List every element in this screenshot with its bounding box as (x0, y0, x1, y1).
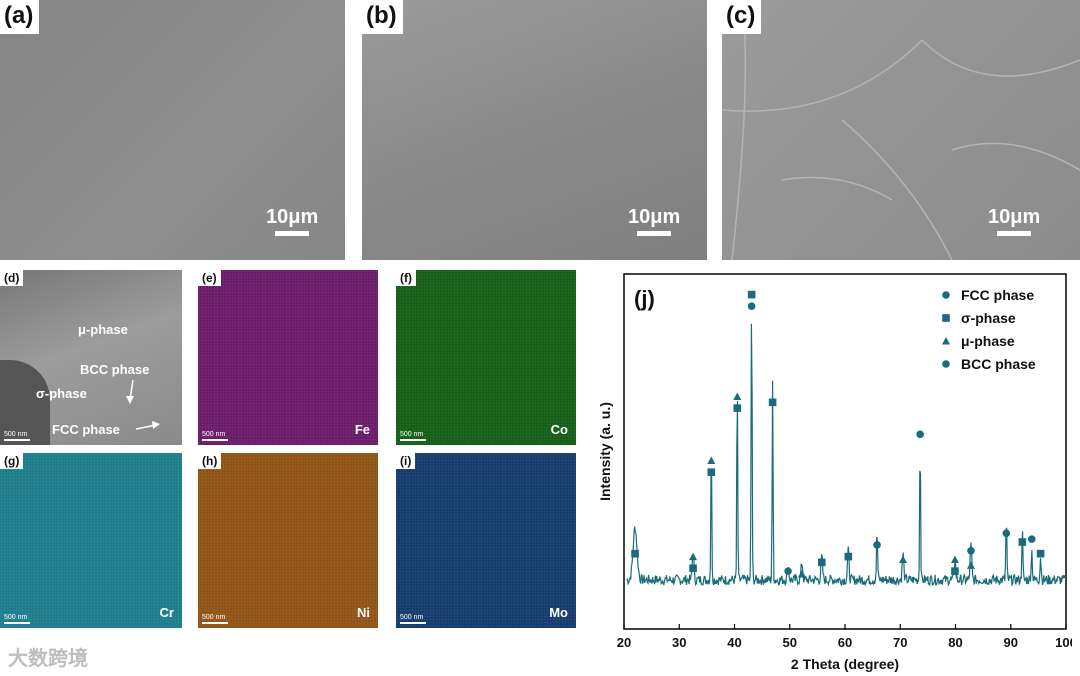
peak-marker-square-18 (951, 567, 959, 575)
scale-text-i: 500 nm (400, 614, 424, 621)
scale-bar-e: 500 nm (202, 431, 228, 441)
annotation-fcc-phase: FCC phase (52, 422, 120, 437)
peak-marker-triangle-11 (797, 570, 806, 578)
element-label-cr: Cr (159, 605, 174, 620)
x-tick-label-30: 30 (672, 635, 686, 650)
peak-marker-triangle-15 (899, 555, 908, 563)
scale-bar-b: 10μm (628, 206, 680, 236)
element-label-mo: Mo (549, 605, 568, 620)
sem-panel-c: (c) 10μm (722, 0, 1080, 260)
eds-map-mo: (i) Mo 500 nm (396, 453, 576, 628)
peak-marker-square-0 (631, 549, 639, 558)
x-tick-label-60: 60 (838, 635, 852, 650)
scale-text-b: 10μm (628, 206, 681, 228)
x-tick-label-50: 50 (783, 635, 797, 650)
legend-marker-2 (942, 337, 950, 345)
x-axis-label: 2 Theta (degree) (791, 656, 899, 672)
x-tick-label-70: 70 (893, 635, 907, 650)
peak-marker-triangle-20 (966, 561, 975, 569)
x-tick-label-40: 40 (727, 635, 741, 650)
scale-text-d: 500 nm (4, 431, 28, 438)
legend-marker-3 (942, 360, 950, 368)
peak-marker-triangle-5 (733, 392, 742, 400)
annotation-sigma-phase: σ-phase (36, 386, 87, 401)
peak-marker-circle-19 (967, 546, 975, 555)
stem-panel-d: (d) μ-phase BCC phase σ-phase FCC phase … (0, 270, 182, 445)
scale-text-c: 10μm (988, 206, 1041, 228)
panel-label-f: (f) (396, 270, 416, 286)
legend-marker-0 (942, 291, 950, 299)
peak-marker-triangle-17 (950, 555, 959, 563)
peak-marker-square-24 (1036, 549, 1045, 558)
panel-label-e: (e) (198, 270, 221, 286)
panel-label-b: (b) (362, 0, 403, 34)
panel-label-c: (c) (722, 0, 762, 34)
annotation-mu-phase: μ-phase (78, 322, 128, 337)
eds-map-ni: (h) Ni 500 nm (198, 453, 378, 628)
scale-bar-g: 500 nm (4, 614, 30, 624)
scale-text-f: 500 nm (400, 431, 424, 438)
peak-marker-triangle-1 (689, 552, 698, 561)
scale-text-h: 500 nm (202, 614, 226, 621)
legend-label-3: BCC phase (961, 356, 1036, 372)
scale-text-a: 10μm (266, 206, 319, 228)
peak-marker-square-22 (1018, 538, 1027, 546)
annotation-arrows (126, 379, 160, 430)
legend-label-2: μ-phase (961, 333, 1015, 349)
peak-marker-square-4 (707, 468, 716, 476)
peak-marker-square-13 (844, 552, 853, 561)
x-tick-label-100: 100 (1055, 635, 1072, 650)
peak-marker-circle-21 (1002, 529, 1011, 538)
eds-map-fe: (e) Fe 500 nm (198, 270, 378, 445)
peak-marker-square-2 (689, 564, 697, 573)
chart-panel-label: (j) (634, 286, 655, 311)
peak-marker-square-12 (817, 558, 826, 567)
eds-map-cr: (g) Cr 500 nm (0, 453, 182, 628)
sem-panel-b: (b) 10μm (362, 0, 707, 260)
peak-marker-circle-10 (784, 567, 792, 575)
element-label-ni: Ni (357, 605, 370, 620)
panel-label-i: (i) (396, 453, 416, 469)
x-tick-label-80: 80 (948, 635, 962, 650)
panel-label-g: (g) (0, 453, 24, 469)
peak-marker-square-7 (747, 290, 756, 299)
peak-marker-circle-16 (916, 430, 924, 439)
scale-text-g: 500 nm (4, 614, 28, 621)
legend-label-0: FCC phase (961, 287, 1034, 303)
peak-marker-square-6 (733, 404, 742, 412)
legend-label-1: σ-phase (961, 310, 1016, 326)
scale-bar-c: 10μm (988, 206, 1040, 236)
element-label-co: Co (550, 422, 568, 437)
scale-bar-f: 500 nm (400, 431, 426, 441)
annotation-bcc-phase: BCC phase (80, 362, 150, 377)
sem-panel-a: (a) 10μm (0, 0, 345, 260)
y-axis-label: Intensity (a. u.) (597, 402, 613, 501)
eds-map-co: (f) Co 500 nm (396, 270, 576, 445)
scale-bar-a: 10μm (266, 206, 318, 236)
panel-label-a: (a) (0, 0, 40, 34)
xrd-chart: 20 30 40 50 60 70 80 90 100 2 Theta (degree) Inten… (597, 273, 1072, 672)
scale-text-e: 500 nm (202, 431, 226, 438)
x-tick-label-90: 90 (1004, 635, 1018, 650)
watermark: 大数跨境 (8, 648, 88, 670)
scale-bar-d: 500 nm (4, 431, 30, 441)
peak-marker-square-9 (768, 398, 777, 407)
legend-marker-1 (942, 314, 950, 322)
scale-bar-h: 500 nm (202, 614, 228, 624)
peak-marker-circle-23 (1027, 535, 1036, 543)
x-tick-label-20: 20 (617, 635, 631, 650)
xrd-series-line (626, 323, 1066, 587)
grain-boundaries (722, 0, 1080, 260)
peak-marker-circle-8 (747, 302, 756, 311)
panel-label-h: (h) (198, 453, 222, 469)
peak-marker-triangle-3 (707, 456, 716, 465)
scale-bar-i: 500 nm (400, 614, 426, 624)
panel-label-d: (d) (0, 270, 24, 286)
peak-marker-circle-14 (873, 541, 881, 549)
element-label-fe: Fe (354, 422, 370, 437)
